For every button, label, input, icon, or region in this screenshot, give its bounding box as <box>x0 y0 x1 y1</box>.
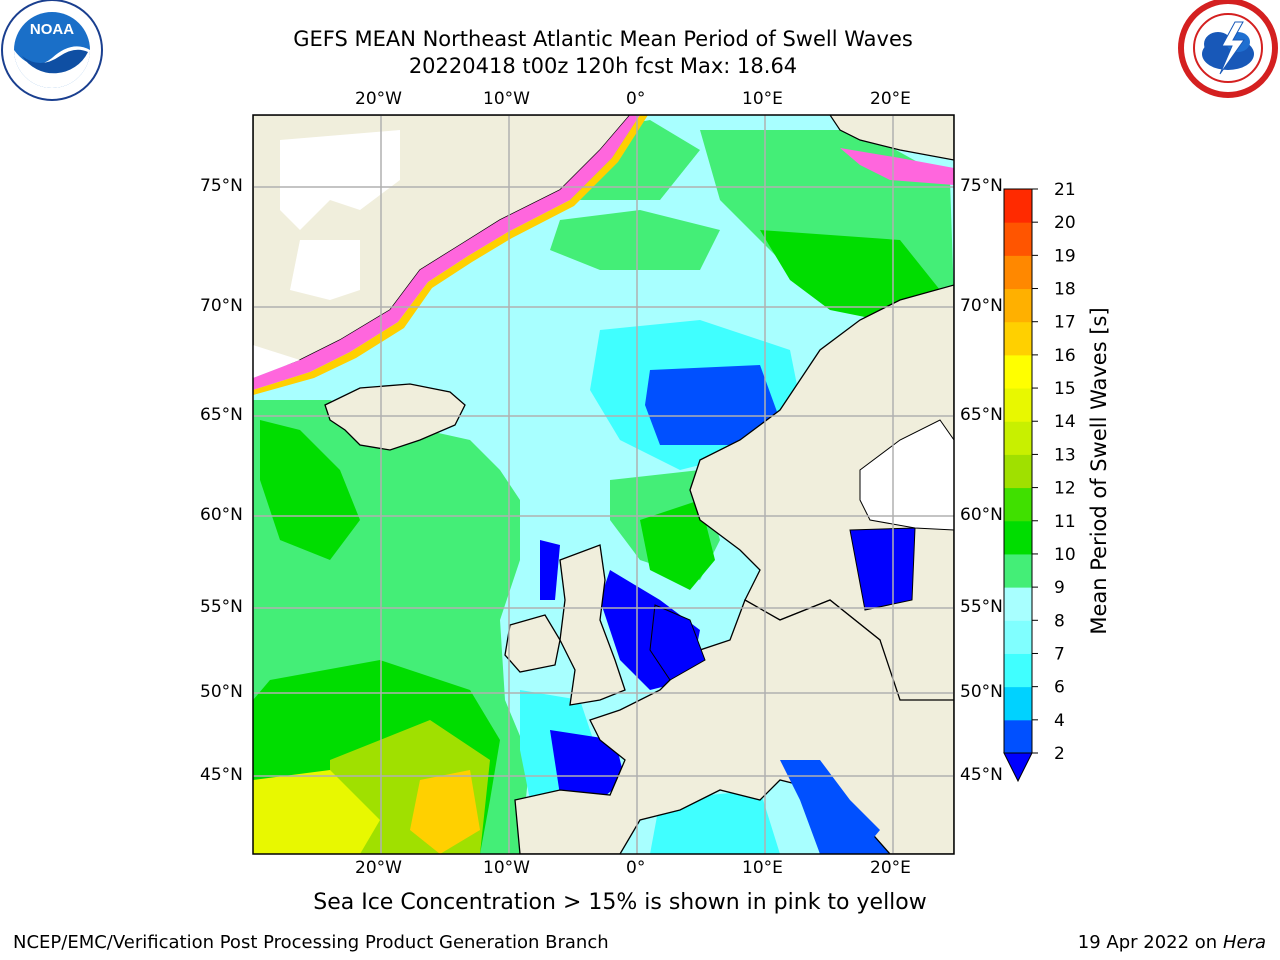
colorbar-tick-label: 10 <box>1054 545 1076 565</box>
map-area <box>253 115 954 854</box>
lat-label-right: 50°N <box>960 682 1003 702</box>
colorbar-swatch <box>1004 388 1032 422</box>
colorbar-swatch <box>1004 288 1032 323</box>
colorbar-swatch <box>1004 321 1032 356</box>
colorbar-swatch <box>1004 553 1032 588</box>
colorbar-tick-label: 17 <box>1054 313 1076 333</box>
lon-label-bottom: 0° <box>626 858 646 878</box>
colorbar-swatch <box>1004 189 1032 223</box>
lat-label-left: 75°N <box>200 176 243 196</box>
noaa-logo: NOAA <box>1 0 103 101</box>
lon-label-top: 10°W <box>483 89 530 109</box>
colorbar-swatch <box>1004 520 1032 555</box>
sea-ice-caption: Sea Ice Concentration > 15% is shown in … <box>313 890 927 915</box>
footer-host: Hera <box>1222 932 1266 953</box>
colorbar-swatch <box>1004 653 1032 688</box>
lat-label-left: 50°N <box>200 682 243 702</box>
lon-label-top: 20°E <box>870 89 911 109</box>
lat-label-right: 65°N <box>960 405 1003 425</box>
colorbar-tick-label: 14 <box>1054 412 1076 432</box>
lat-label-left: 65°N <box>200 405 243 425</box>
colorbar-swatch <box>1004 255 1032 290</box>
lat-label-left: 60°N <box>200 505 243 525</box>
footer-date-text: 19 Apr 2022 on <box>1077 932 1223 953</box>
colorbar-tick-label: 12 <box>1054 479 1076 499</box>
chart-subtitle: 20220418 t00z 120h fcst Max: 18.64 <box>408 54 798 78</box>
lon-label-top: 20°W <box>355 89 402 109</box>
colorbar-tick-label: 21 <box>1054 180 1076 200</box>
colorbar-swatch <box>1004 454 1032 489</box>
colorbar-tick-label: 20 <box>1054 213 1076 233</box>
colorbar-tick-label: 4 <box>1054 711 1065 731</box>
lon-label-bottom: 10°E <box>742 858 783 878</box>
lon-label-bottom: 20°E <box>870 858 911 878</box>
footer-date: 19 Apr 2022 on Hera <box>1078 932 1266 953</box>
colorbar-frame <box>1003 188 1033 754</box>
colorbar-swatch <box>1004 421 1032 455</box>
colorbar-swatch <box>1004 620 1032 654</box>
lat-label-left: 70°N <box>200 296 243 316</box>
colorbar-swatch <box>1004 686 1032 721</box>
colorbar-label: Mean Period of Swell Waves [s] <box>1087 307 1111 634</box>
lat-label-right: 60°N <box>960 505 1003 525</box>
chart-title: GEFS MEAN Northeast Atlantic Mean Period… <box>293 27 913 51</box>
colorbar-tick-label: 8 <box>1054 611 1065 631</box>
graticule <box>253 115 954 854</box>
colorbar-extend-arrow <box>1003 752 1033 783</box>
colorbar-swatch <box>1004 222 1032 256</box>
lat-label-left: 55°N <box>200 597 243 617</box>
map-frame <box>252 114 955 855</box>
lat-label-right: 45°N <box>960 765 1003 785</box>
colorbar-swatch <box>1004 587 1032 621</box>
colorbar-tick-label: 16 <box>1054 346 1076 366</box>
lat-label-left: 45°N <box>200 765 243 785</box>
lon-label-bottom: 20°W <box>355 858 402 878</box>
colorbar-tick-label: 13 <box>1054 445 1076 465</box>
colorbar-tick-label: 9 <box>1054 578 1065 598</box>
colorbar-tick-label: 2 <box>1054 744 1065 764</box>
lon-label-bottom: 10°W <box>483 858 530 878</box>
colorbar-tick-label: 11 <box>1054 512 1076 532</box>
lat-label-right: 75°N <box>960 176 1003 196</box>
colorbar-tick-label: 15 <box>1054 379 1076 399</box>
colorbar-tick-label: 6 <box>1054 678 1065 698</box>
colorbar: 2 4 6 7 8 9 10 11 12 13 14 15 16 17 18 19 20 21 <box>1003 180 1076 783</box>
footer-credit: NCEP/EMC/Verification Post Processing Pr… <box>13 932 609 953</box>
nws-logo <box>1178 0 1278 98</box>
lon-label-top: 10°E <box>742 89 783 109</box>
lon-label-top: 0° <box>626 89 646 109</box>
colorbar-swatch <box>1004 354 1032 389</box>
colorbar-swatch <box>1004 487 1032 522</box>
noaa-logo-text: NOAA <box>30 21 74 38</box>
colorbar-tick-label: 7 <box>1054 644 1065 664</box>
colorbar-swatch <box>1004 719 1032 754</box>
colorbar-tick-label: 19 <box>1054 246 1076 266</box>
colorbar-tick-label: 18 <box>1054 280 1076 300</box>
lat-label-right: 55°N <box>960 597 1003 617</box>
lat-label-right: 70°N <box>960 296 1003 316</box>
